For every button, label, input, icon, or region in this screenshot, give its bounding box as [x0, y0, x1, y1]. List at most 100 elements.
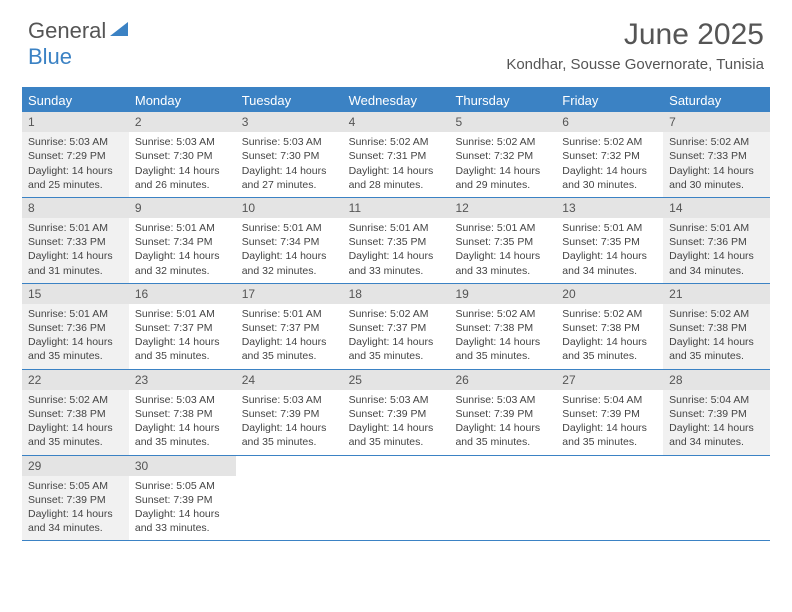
day-number: 24: [236, 370, 343, 390]
sunset-line: Sunset: 7:39 PM: [242, 407, 337, 421]
day-cell: 26Sunrise: 5:03 AMSunset: 7:39 PMDayligh…: [449, 370, 556, 455]
sunrise-line: Sunrise: 5:01 AM: [242, 307, 337, 321]
day-number: 4: [343, 112, 450, 132]
day-cell: 22Sunrise: 5:02 AMSunset: 7:38 PMDayligh…: [22, 370, 129, 455]
dow-header: Monday: [129, 89, 236, 112]
day-cell: 5Sunrise: 5:02 AMSunset: 7:32 PMDaylight…: [449, 112, 556, 197]
day-cell: 8Sunrise: 5:01 AMSunset: 7:33 PMDaylight…: [22, 198, 129, 283]
dow-header: Wednesday: [343, 89, 450, 112]
day-cell: 3Sunrise: 5:03 AMSunset: 7:30 PMDaylight…: [236, 112, 343, 197]
sunset-line: Sunset: 7:31 PM: [349, 149, 444, 163]
sunrise-line: Sunrise: 5:03 AM: [455, 393, 550, 407]
daylight-line: Daylight: 14 hours and 33 minutes.: [349, 249, 444, 277]
day-cell: [236, 456, 343, 541]
day-cell: 15Sunrise: 5:01 AMSunset: 7:36 PMDayligh…: [22, 284, 129, 369]
day-body: Sunrise: 5:01 AMSunset: 7:33 PMDaylight:…: [22, 218, 129, 283]
daylight-line: Daylight: 14 hours and 35 minutes.: [28, 421, 123, 449]
day-body: Sunrise: 5:01 AMSunset: 7:36 PMDaylight:…: [663, 218, 770, 283]
daylight-line: Daylight: 14 hours and 35 minutes.: [455, 335, 550, 363]
day-body: Sunrise: 5:02 AMSunset: 7:37 PMDaylight:…: [343, 304, 450, 369]
day-body: Sunrise: 5:02 AMSunset: 7:31 PMDaylight:…: [343, 132, 450, 197]
sunrise-line: Sunrise: 5:03 AM: [28, 135, 123, 149]
day-cell: [449, 456, 556, 541]
day-number: [663, 456, 770, 476]
sunset-line: Sunset: 7:32 PM: [455, 149, 550, 163]
sunset-line: Sunset: 7:29 PM: [28, 149, 123, 163]
logo-word-blue: Blue: [28, 44, 72, 69]
day-body: Sunrise: 5:03 AMSunset: 7:30 PMDaylight:…: [236, 132, 343, 197]
daylight-line: Daylight: 14 hours and 34 minutes.: [669, 421, 764, 449]
day-cell: [556, 456, 663, 541]
sunrise-line: Sunrise: 5:03 AM: [349, 393, 444, 407]
day-number: 2: [129, 112, 236, 132]
daylight-line: Daylight: 14 hours and 26 minutes.: [135, 164, 230, 192]
day-cell: [663, 456, 770, 541]
day-number: 3: [236, 112, 343, 132]
day-cell: 2Sunrise: 5:03 AMSunset: 7:30 PMDaylight…: [129, 112, 236, 197]
sunrise-line: Sunrise: 5:02 AM: [669, 135, 764, 149]
sunset-line: Sunset: 7:38 PM: [135, 407, 230, 421]
sunset-line: Sunset: 7:34 PM: [242, 235, 337, 249]
day-number: 11: [343, 198, 450, 218]
sunrise-line: Sunrise: 5:03 AM: [242, 135, 337, 149]
sunrise-line: Sunrise: 5:04 AM: [669, 393, 764, 407]
day-number: 1: [22, 112, 129, 132]
day-cell: 10Sunrise: 5:01 AMSunset: 7:34 PMDayligh…: [236, 198, 343, 283]
daylight-line: Daylight: 14 hours and 35 minutes.: [349, 421, 444, 449]
day-cell: 17Sunrise: 5:01 AMSunset: 7:37 PMDayligh…: [236, 284, 343, 369]
sunset-line: Sunset: 7:39 PM: [349, 407, 444, 421]
day-cell: 11Sunrise: 5:01 AMSunset: 7:35 PMDayligh…: [343, 198, 450, 283]
day-cell: 9Sunrise: 5:01 AMSunset: 7:34 PMDaylight…: [129, 198, 236, 283]
day-number: [236, 456, 343, 476]
logo-sail-icon: [110, 25, 132, 42]
day-body: Sunrise: 5:01 AMSunset: 7:37 PMDaylight:…: [236, 304, 343, 369]
daylight-line: Daylight: 14 hours and 32 minutes.: [242, 249, 337, 277]
daylight-line: Daylight: 14 hours and 29 minutes.: [455, 164, 550, 192]
sunrise-line: Sunrise: 5:02 AM: [455, 135, 550, 149]
day-cell: 19Sunrise: 5:02 AMSunset: 7:38 PMDayligh…: [449, 284, 556, 369]
daylight-line: Daylight: 14 hours and 35 minutes.: [349, 335, 444, 363]
day-cell: 1Sunrise: 5:03 AMSunset: 7:29 PMDaylight…: [22, 112, 129, 197]
logo-word-general: General: [28, 18, 106, 43]
day-number: 30: [129, 456, 236, 476]
sunset-line: Sunset: 7:35 PM: [349, 235, 444, 249]
week-row: 1Sunrise: 5:03 AMSunset: 7:29 PMDaylight…: [22, 112, 770, 198]
daylight-line: Daylight: 14 hours and 32 minutes.: [135, 249, 230, 277]
sunrise-line: Sunrise: 5:02 AM: [669, 307, 764, 321]
sunrise-line: Sunrise: 5:02 AM: [455, 307, 550, 321]
day-cell: 6Sunrise: 5:02 AMSunset: 7:32 PMDaylight…: [556, 112, 663, 197]
daylight-line: Daylight: 14 hours and 35 minutes.: [28, 335, 123, 363]
day-body: [663, 476, 770, 530]
sunrise-line: Sunrise: 5:01 AM: [562, 221, 657, 235]
day-number: 17: [236, 284, 343, 304]
day-number: 22: [22, 370, 129, 390]
day-number: 20: [556, 284, 663, 304]
week-row: 15Sunrise: 5:01 AMSunset: 7:36 PMDayligh…: [22, 284, 770, 370]
day-body: Sunrise: 5:03 AMSunset: 7:29 PMDaylight:…: [22, 132, 129, 197]
sunset-line: Sunset: 7:39 PM: [455, 407, 550, 421]
day-number: 10: [236, 198, 343, 218]
sunrise-line: Sunrise: 5:01 AM: [135, 221, 230, 235]
sunrise-line: Sunrise: 5:02 AM: [562, 307, 657, 321]
daylight-line: Daylight: 14 hours and 28 minutes.: [349, 164, 444, 192]
daylight-line: Daylight: 14 hours and 35 minutes.: [455, 421, 550, 449]
sunrise-line: Sunrise: 5:02 AM: [349, 307, 444, 321]
sunrise-line: Sunrise: 5:01 AM: [455, 221, 550, 235]
day-cell: 20Sunrise: 5:02 AMSunset: 7:38 PMDayligh…: [556, 284, 663, 369]
day-number: 19: [449, 284, 556, 304]
sunset-line: Sunset: 7:37 PM: [242, 321, 337, 335]
sunset-line: Sunset: 7:38 PM: [562, 321, 657, 335]
header: General Blue June 2025 Kondhar, Sousse G…: [0, 0, 792, 79]
month-title: June 2025: [506, 18, 764, 52]
daylight-line: Daylight: 14 hours and 31 minutes.: [28, 249, 123, 277]
title-block: June 2025 Kondhar, Sousse Governorate, T…: [506, 18, 764, 73]
daylight-line: Daylight: 14 hours and 30 minutes.: [562, 164, 657, 192]
day-body: Sunrise: 5:03 AMSunset: 7:38 PMDaylight:…: [129, 390, 236, 455]
day-number: 14: [663, 198, 770, 218]
dow-header: Friday: [556, 89, 663, 112]
dow-header: Sunday: [22, 89, 129, 112]
day-body: [236, 476, 343, 530]
daylight-line: Daylight: 14 hours and 33 minutes.: [455, 249, 550, 277]
day-cell: 23Sunrise: 5:03 AMSunset: 7:38 PMDayligh…: [129, 370, 236, 455]
day-cell: 13Sunrise: 5:01 AMSunset: 7:35 PMDayligh…: [556, 198, 663, 283]
